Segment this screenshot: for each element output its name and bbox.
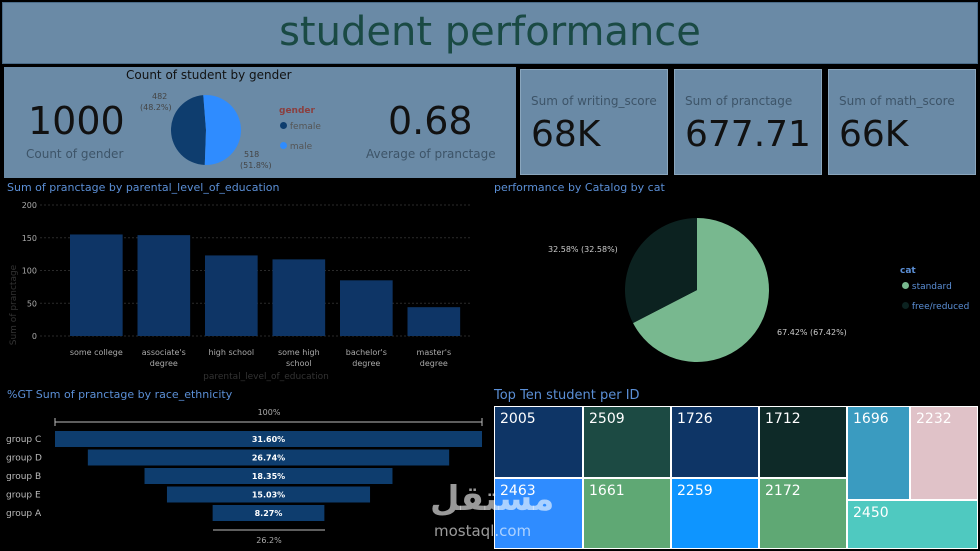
legend-standard[interactable]: standard: [902, 282, 952, 292]
legend-free-label: free/reduced: [911, 302, 970, 312]
avg-kpi-label: Average of pranctage: [366, 147, 496, 161]
bar[interactable]: [70, 234, 123, 336]
catalog-pie-chart: 32.58% (32.58%) 67.42% (67.42%): [548, 218, 847, 362]
kpi-band: 1000 Count of gender Count of student by…: [4, 67, 516, 178]
bar[interactable]: [340, 280, 393, 336]
bar[interactable]: [272, 259, 326, 336]
y-tick-label: 200: [22, 201, 37, 210]
race-funnel-chart: 100% group C 31.60% group D 26.74% group B 18…: [6, 408, 483, 545]
math-kpi-label: Sum of math_score: [839, 94, 955, 108]
pct-kpi-card: Sum of pranctage 677.71: [674, 69, 822, 175]
funnel-value-label: 8.27%: [255, 509, 283, 518]
treemap: 2005 2509 1726 1712 1696 2232 2463 1661 …: [494, 406, 978, 549]
catalog-legend-title: cat: [900, 266, 916, 276]
funnel-bottom-label: 26.2%: [256, 536, 282, 545]
treemap-tile[interactable]: 2005: [494, 406, 583, 478]
funnel-bar[interactable]: [212, 505, 325, 521]
x-category-label: some college: [70, 348, 123, 357]
y-tick-label: 50: [27, 299, 37, 308]
count-kpi-value: 1000: [28, 99, 125, 143]
x-category-label: associate's degree: [142, 348, 186, 368]
y-tick-label: 0: [32, 332, 37, 341]
bar-chart-ylabel: Sum of pranctage: [9, 264, 19, 345]
funnel-category-label: group B: [6, 472, 41, 482]
title-bar: student performance: [2, 2, 978, 64]
female-value-label: 482: [152, 92, 167, 101]
legend-male[interactable]: male: [280, 142, 312, 152]
treemap-title: Top Ten student per ID: [494, 388, 640, 403]
avg-kpi-value: 0.68: [388, 99, 473, 143]
legend-standard-label: standard: [911, 282, 952, 292]
treemap-tile[interactable]: 2232: [910, 406, 978, 500]
bar[interactable]: [407, 307, 461, 336]
funnel-value-label: 31.60%: [252, 435, 285, 444]
pie-slice-standard[interactable]: [633, 218, 769, 362]
funnel-chart-title: %GT Sum of pranctage by race_ethnicity: [7, 388, 233, 401]
treemap-tile[interactable]: 2259: [671, 478, 759, 549]
treemap-tile[interactable]: 2463: [494, 478, 583, 549]
legend-free-dot: [902, 302, 909, 309]
education-bar-chart: 0 50 100 150 200 some college associate's degr…: [9, 201, 470, 382]
y-tick-label: 150: [22, 234, 37, 243]
funnel-bar[interactable]: [166, 486, 371, 503]
catalog-chart-title: performance by Catalog by cat: [494, 181, 665, 194]
treemap-tile[interactable]: 1696: [847, 406, 910, 500]
funnel-bar[interactable]: [87, 449, 450, 466]
funnel-bar[interactable]: [55, 431, 482, 447]
funnel-category-label: group A: [6, 509, 42, 519]
male-pct-label: (51.8%): [240, 161, 272, 170]
treemap-tile[interactable]: 2450: [847, 500, 978, 549]
watermark-url: mostaql.com: [434, 522, 532, 540]
pct-kpi-value: 677.71: [685, 114, 811, 155]
funnel-value-label: 18.35%: [252, 472, 285, 481]
funnel-value-label: 26.74%: [252, 454, 285, 463]
writing-kpi-card: Sum of writing_score 68K: [520, 69, 668, 175]
x-category-label: master's degree: [417, 348, 452, 368]
treemap-tile[interactable]: 1661: [583, 478, 671, 549]
math-kpi-card: Sum of math_score 66K: [828, 69, 976, 175]
legend-male-label: male: [289, 142, 313, 152]
standard-pct-label: 67.42% (67.42%): [777, 328, 847, 337]
female-pct-label: (48.2%): [140, 103, 172, 112]
writing-kpi-value: 68K: [531, 114, 601, 155]
treemap-tile[interactable]: 1726: [671, 406, 759, 478]
pie-slice-free-reduced[interactable]: [625, 218, 697, 324]
pie-slice-male[interactable]: [203, 95, 242, 165]
legend-male-dot: [280, 142, 287, 149]
x-category-label: bachelor's degree: [346, 348, 387, 368]
treemap-tile[interactable]: 1712: [759, 406, 847, 478]
bar[interactable]: [205, 255, 258, 336]
funnel-top-label: 100%: [258, 408, 281, 417]
legend-female-label: female: [289, 122, 321, 132]
funnel-category-label: group D: [6, 454, 42, 464]
count-kpi-label: Count of gender: [26, 147, 124, 161]
treemap-tile[interactable]: 2172: [759, 478, 847, 549]
legend-female[interactable]: female: [280, 122, 321, 132]
funnel-bar[interactable]: [144, 468, 393, 484]
gender-chart-title: Count of student by gender: [126, 68, 292, 82]
pct-kpi-label: Sum of pranctage: [685, 94, 793, 108]
watermark-logo: مستقل: [430, 479, 555, 519]
funnel-category-label: group C: [6, 435, 41, 445]
treemap-tile[interactable]: 2509: [583, 406, 671, 478]
bar[interactable]: [137, 235, 191, 336]
legend-female-dot: [280, 122, 287, 129]
legend-free[interactable]: free/reduced: [902, 302, 969, 312]
funnel-category-label: group E: [6, 491, 41, 501]
free-pct-label: 32.58% (32.58%): [548, 245, 618, 254]
funnel-value-label: 15.03%: [252, 491, 285, 500]
bar-chart-title: Sum of pranctage by parental_level_of_ed…: [7, 181, 280, 194]
y-tick-label: 100: [22, 267, 37, 276]
math-kpi-value: 66K: [839, 114, 909, 155]
bar-chart-xlabel: parental_level_of_education: [203, 372, 329, 382]
gender-legend-title: gender: [279, 106, 315, 116]
x-category-label: some high school: [278, 348, 320, 368]
x-category-label: high school: [209, 348, 255, 357]
legend-standard-dot: [902, 282, 909, 289]
male-value-label: 518: [244, 150, 259, 159]
gender-pie-chart: 482 (48.2%) 518 (51.8%): [140, 92, 272, 170]
pie-slice-female[interactable]: [171, 95, 206, 165]
writing-kpi-label: Sum of writing_score: [531, 94, 657, 108]
page-title: student performance: [279, 9, 701, 55]
